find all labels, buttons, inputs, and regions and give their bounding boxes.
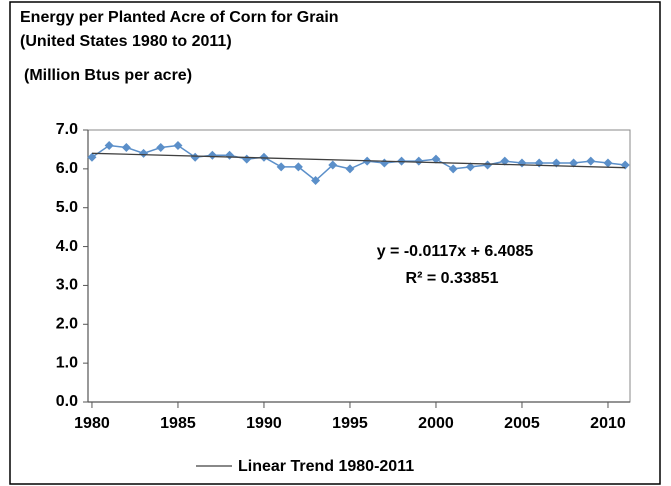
chart-title: Energy per Planted Acre of Corn for Grai… — [20, 9, 339, 26]
data-point — [345, 164, 355, 174]
legend-label: Linear Trend 1980-2011 — [238, 458, 414, 475]
data-point — [586, 156, 596, 166]
y-tick-label: 1.0 — [56, 354, 78, 371]
data-point — [156, 142, 166, 152]
x-tick-label: 1990 — [246, 415, 282, 432]
data-point — [431, 154, 441, 164]
data-point — [207, 150, 217, 160]
chart-frame — [9, 1, 661, 485]
x-tick-label: 2010 — [590, 415, 626, 432]
data-point — [448, 164, 458, 174]
x-tick-label: 1980 — [74, 415, 110, 432]
data-point — [414, 156, 424, 166]
data-point — [259, 152, 269, 162]
x-tick-label: 2000 — [418, 415, 454, 432]
data-point — [569, 158, 579, 168]
data-point — [104, 141, 114, 151]
data-point — [190, 152, 200, 162]
data-point — [139, 148, 149, 158]
data-point — [311, 176, 321, 186]
trend-equation: y = -0.0117x + 6.4085 — [377, 243, 534, 260]
y-tick-label: 7.0 — [56, 121, 78, 138]
trend-line — [91, 152, 626, 169]
y-tick-label: 4.0 — [56, 238, 78, 255]
y-tick-label: 2.0 — [56, 316, 78, 333]
data-point — [276, 162, 286, 172]
data-point — [87, 152, 97, 162]
y-tick-label: 5.0 — [56, 199, 78, 216]
data-point — [483, 160, 493, 170]
y-tick-label: 6.0 — [56, 160, 78, 177]
y-axis-label: (Million Btus per acre) — [24, 67, 192, 84]
data-point — [500, 156, 510, 166]
data-point — [121, 142, 131, 152]
y-tick-label: 3.0 — [56, 277, 78, 294]
y-tick-label: 0.0 — [56, 393, 78, 410]
data-point — [293, 162, 303, 172]
chart-subtitle: (United States 1980 to 2011) — [20, 33, 232, 50]
x-tick-label: 1985 — [160, 415, 196, 432]
data-point — [603, 158, 613, 168]
data-point — [465, 162, 475, 172]
x-tick-label: 1995 — [332, 415, 368, 432]
data-point — [173, 141, 183, 151]
data-point — [328, 160, 338, 170]
r-squared: R² = 0.33851 — [406, 270, 499, 287]
x-tick-label: 2005 — [504, 415, 540, 432]
